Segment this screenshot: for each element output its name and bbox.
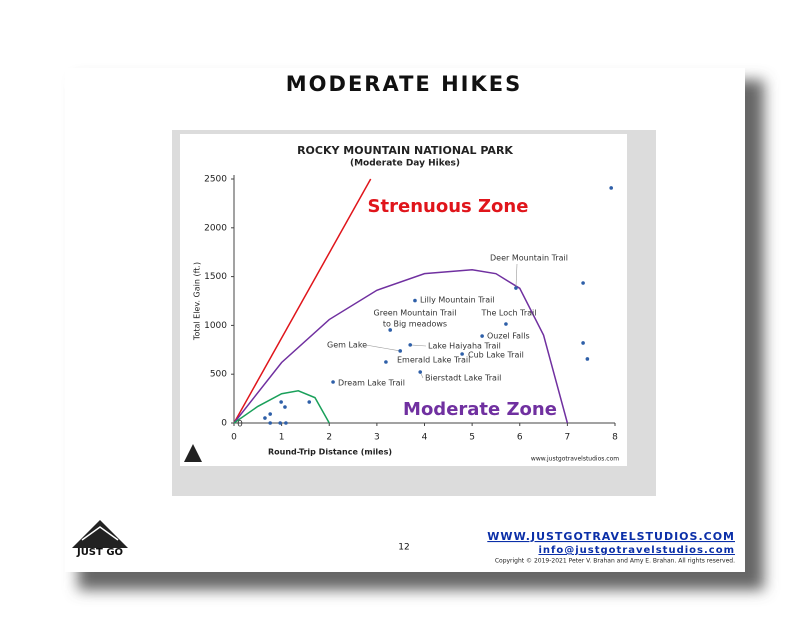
chart-logo: [184, 444, 202, 462]
logo-icon: [81, 526, 119, 541]
point: [460, 352, 464, 356]
y-tick-label: 2000: [204, 223, 227, 233]
x-tick-label: 0: [231, 433, 237, 443]
x-axis-label: Round-Trip Distance (miles): [268, 448, 392, 457]
point: [413, 298, 417, 303]
y-tick-label: 2500: [204, 175, 227, 185]
y-tick-label: 1500: [204, 272, 227, 282]
x-tick-label: 6: [517, 433, 523, 443]
point-label: Green Mountain Trail: [374, 309, 457, 318]
y-tick-label: 1000: [204, 321, 227, 331]
footer-logo-text: JUST GO: [76, 547, 123, 558]
point-label: Lake Haiyaha Trail: [428, 342, 501, 351]
point: [279, 400, 283, 404]
point-label: Emerald Lake Trail: [397, 356, 470, 365]
point: [418, 370, 423, 374]
curve: [233, 269, 569, 424]
x-tick-label: 2: [326, 433, 332, 443]
leader-line: [515, 263, 518, 289]
point-label: to Big meadows: [383, 320, 447, 329]
logo-icon: [184, 444, 202, 462]
point-label: Gem Lake: [327, 341, 367, 350]
point: [331, 380, 335, 384]
point-label: Bierstadt Lake Trail: [425, 374, 501, 383]
annotation: Moderate Zone: [403, 399, 557, 420]
point: [514, 286, 518, 290]
point: [504, 322, 508, 326]
chart-subtitle: (Moderate Day Hikes): [350, 159, 460, 169]
point-label: Cub Lake Trail: [468, 351, 524, 360]
y-axis-label: Total Elev. Gain (ft.): [193, 262, 202, 341]
leader-line: [365, 344, 401, 352]
point: [284, 421, 288, 425]
point: [307, 400, 312, 404]
annotation: 0: [237, 420, 243, 430]
leader-line: [410, 344, 427, 347]
point: [388, 328, 393, 332]
y-tick-label: 0: [221, 419, 227, 429]
point: [480, 334, 484, 338]
point-label: Lilly Mountain Trail: [420, 296, 495, 305]
curve: [233, 390, 330, 424]
point-label: Dream Lake Trail: [338, 379, 405, 388]
point: [268, 412, 272, 416]
x-tick-label: 1: [279, 433, 285, 443]
point-label: The Loch Trail: [481, 309, 537, 318]
x-tick-label: 7: [565, 433, 571, 443]
curve: [233, 178, 372, 424]
point: [384, 360, 388, 364]
point: [408, 343, 413, 347]
website-link[interactable]: WWW.JUSTGOTRAVELSTUDIOS.COM: [487, 530, 735, 543]
point: [263, 416, 267, 420]
email-link[interactable]: info@justgotravelstudios.com: [538, 545, 735, 556]
logo-icon: [72, 520, 128, 548]
chart-title: ROCKY MOUNTAIN NATIONAL PARK: [297, 144, 513, 157]
point: [398, 349, 403, 353]
point-label: Ouzel Falls: [487, 332, 530, 341]
x-tick-label: 5: [469, 433, 475, 443]
point: [609, 186, 613, 190]
annotation: www.justgotravelstudios.com: [531, 456, 619, 463]
point-label: Deer Mountain Trail: [490, 254, 568, 263]
point: [581, 341, 585, 345]
annotation: Strenuous Zone: [368, 196, 529, 217]
x-tick-label: 3: [374, 433, 380, 443]
x-tick-label: 4: [422, 433, 428, 443]
x-tick-label: 8: [612, 433, 618, 443]
page-number: 12: [398, 543, 409, 553]
slide-title: MODERATE HIKES: [286, 72, 522, 96]
copyright: Copyright © 2019-2021 Peter V. Brahan an…: [495, 558, 735, 565]
point: [283, 405, 287, 409]
footer-logo: [72, 520, 128, 548]
point: [268, 421, 272, 425]
point: [278, 421, 282, 425]
point: [581, 281, 585, 285]
point: [585, 357, 590, 361]
chart-area: [180, 134, 627, 466]
y-tick-label: 500: [210, 370, 227, 380]
